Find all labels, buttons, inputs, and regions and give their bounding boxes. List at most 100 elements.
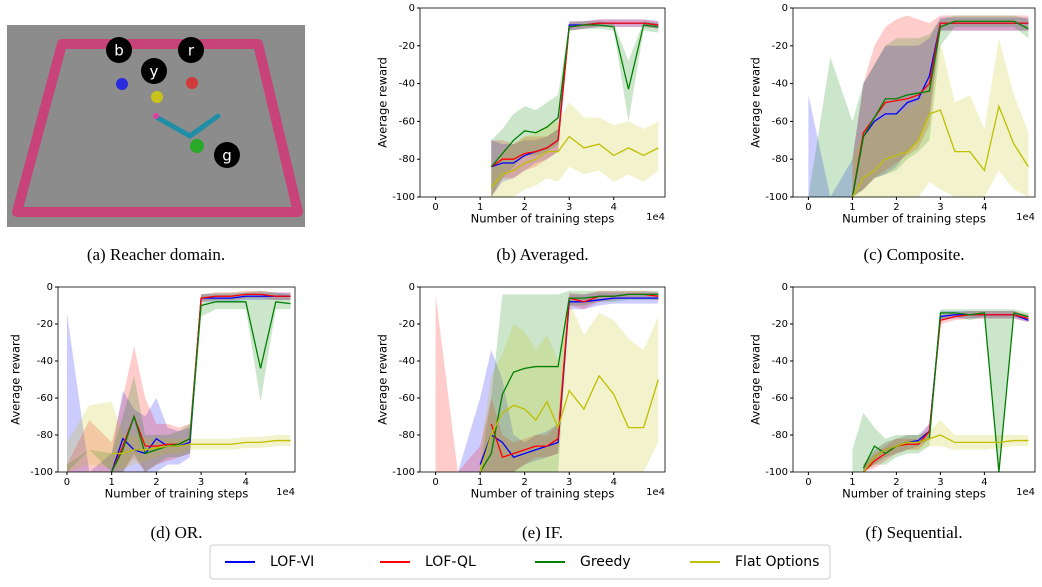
y-tick-label: 0 — [409, 3, 415, 14]
x-tick-label: 2 — [521, 202, 527, 213]
plot-area — [435, 290, 659, 472]
series-line — [862, 312, 1029, 472]
y-tick-label: 0 — [409, 282, 415, 293]
goal-label: r — [188, 42, 195, 60]
x-tick-label: 3 — [937, 477, 943, 488]
x-axis-label: Number of training steps — [471, 212, 615, 226]
y-tick-label: -60 — [772, 116, 788, 127]
band — [66, 292, 291, 472]
legend-label: Greedy — [580, 554, 631, 570]
caption: (a) Reacher domain. — [87, 245, 225, 264]
y-tick-label: -100 — [765, 467, 788, 478]
band — [66, 290, 291, 472]
y-tick-label: -60 — [399, 116, 415, 127]
x-offset-label: 1e4 — [1016, 487, 1035, 498]
band — [435, 292, 659, 472]
x-tick-label: 2 — [521, 477, 527, 488]
x-offset-label: 1e4 — [1016, 212, 1035, 223]
y-tick-label: -60 — [772, 393, 788, 404]
x-tick-label: 0 — [805, 202, 811, 213]
x-axis-label: Number of training steps — [105, 487, 249, 501]
goal-label: g — [222, 147, 232, 165]
x-tick-label: 3 — [566, 202, 572, 213]
caption: (c) Composite. — [863, 245, 964, 264]
caption: (d) OR. — [151, 523, 203, 542]
x-axis-label: Number of training steps — [471, 487, 615, 501]
y-tick-label: -40 — [399, 79, 415, 90]
y-tick-label: -100 — [765, 192, 788, 203]
series-line — [851, 104, 1029, 197]
y-tick-label: -40 — [772, 79, 788, 90]
series-line — [490, 24, 659, 168]
plot-area — [852, 309, 1029, 472]
series-line — [111, 295, 291, 472]
band — [491, 102, 659, 197]
band — [852, 38, 1029, 197]
series-line — [490, 135, 659, 188]
y-tick-label: 0 — [782, 3, 788, 14]
caption: (e) IF. — [522, 523, 563, 542]
y-tick-label: -60 — [399, 393, 415, 404]
axes-frame — [419, 286, 666, 473]
band — [863, 311, 1029, 472]
y-tick-label: -20 — [772, 319, 788, 330]
x-tick-label: 3 — [937, 202, 943, 213]
legend-label: Flat Options — [735, 554, 819, 570]
y-axis-label: Average reward — [376, 334, 390, 425]
goal-label: y — [150, 63, 159, 81]
y-tick-label: -100 — [392, 467, 415, 478]
series-line — [479, 374, 659, 472]
band — [480, 290, 659, 472]
y-tick-label: -60 — [37, 393, 53, 404]
series-line — [851, 20, 1029, 197]
band — [66, 290, 291, 472]
series-line — [111, 439, 291, 455]
y-tick-label: -80 — [772, 430, 788, 441]
legend-label: LOF-QL — [425, 554, 476, 570]
label-circle — [141, 58, 167, 84]
plot-area — [490, 19, 659, 197]
arm-tip — [153, 113, 159, 119]
x-tick-label: 2 — [153, 477, 159, 488]
x-tick-label: 3 — [566, 477, 572, 488]
y-tick-label: -100 — [30, 467, 53, 478]
x-tick-label: 0 — [805, 477, 811, 488]
ball-yellow — [151, 91, 163, 103]
reacher-image: b y r g — [7, 25, 305, 227]
ball-green — [190, 139, 204, 153]
band — [863, 420, 1029, 472]
x-tick-label: 1 — [849, 202, 855, 213]
goal-label: b — [114, 42, 124, 60]
band — [480, 301, 659, 472]
band — [808, 15, 1029, 197]
band — [66, 401, 291, 472]
x-tick-label: 1 — [108, 477, 114, 488]
x-tick-label: 1 — [849, 477, 855, 488]
y-tick-label: 0 — [47, 282, 53, 293]
x-offset-label: 1e4 — [276, 487, 295, 498]
x-tick-label: 0 — [432, 477, 438, 488]
ball-blue — [116, 78, 128, 90]
y-tick-label: -80 — [399, 154, 415, 165]
x-tick-label: 4 — [611, 202, 617, 213]
y-tick-label: -20 — [399, 41, 415, 52]
plot-area — [66, 290, 291, 472]
x-tick-label: 0 — [432, 202, 438, 213]
caption: (b) Averaged. — [496, 245, 588, 264]
y-tick-label: -20 — [37, 319, 53, 330]
y-axis-label: Average reward — [376, 57, 390, 148]
series-line — [111, 301, 291, 472]
y-tick-label: -20 — [772, 41, 788, 52]
x-tick-label: 4 — [243, 477, 249, 488]
x-offset-label: 1e4 — [646, 487, 665, 498]
y-tick-label: -40 — [399, 356, 415, 367]
x-tick-label: 4 — [981, 202, 987, 213]
plot-area — [808, 15, 1029, 197]
x-tick-label: 2 — [893, 202, 899, 213]
label-circle — [214, 142, 240, 168]
y-tick-label: 0 — [782, 282, 788, 293]
legend — [209, 544, 831, 580]
y-axis-label: Average reward — [749, 334, 763, 425]
series-line — [862, 434, 1029, 472]
